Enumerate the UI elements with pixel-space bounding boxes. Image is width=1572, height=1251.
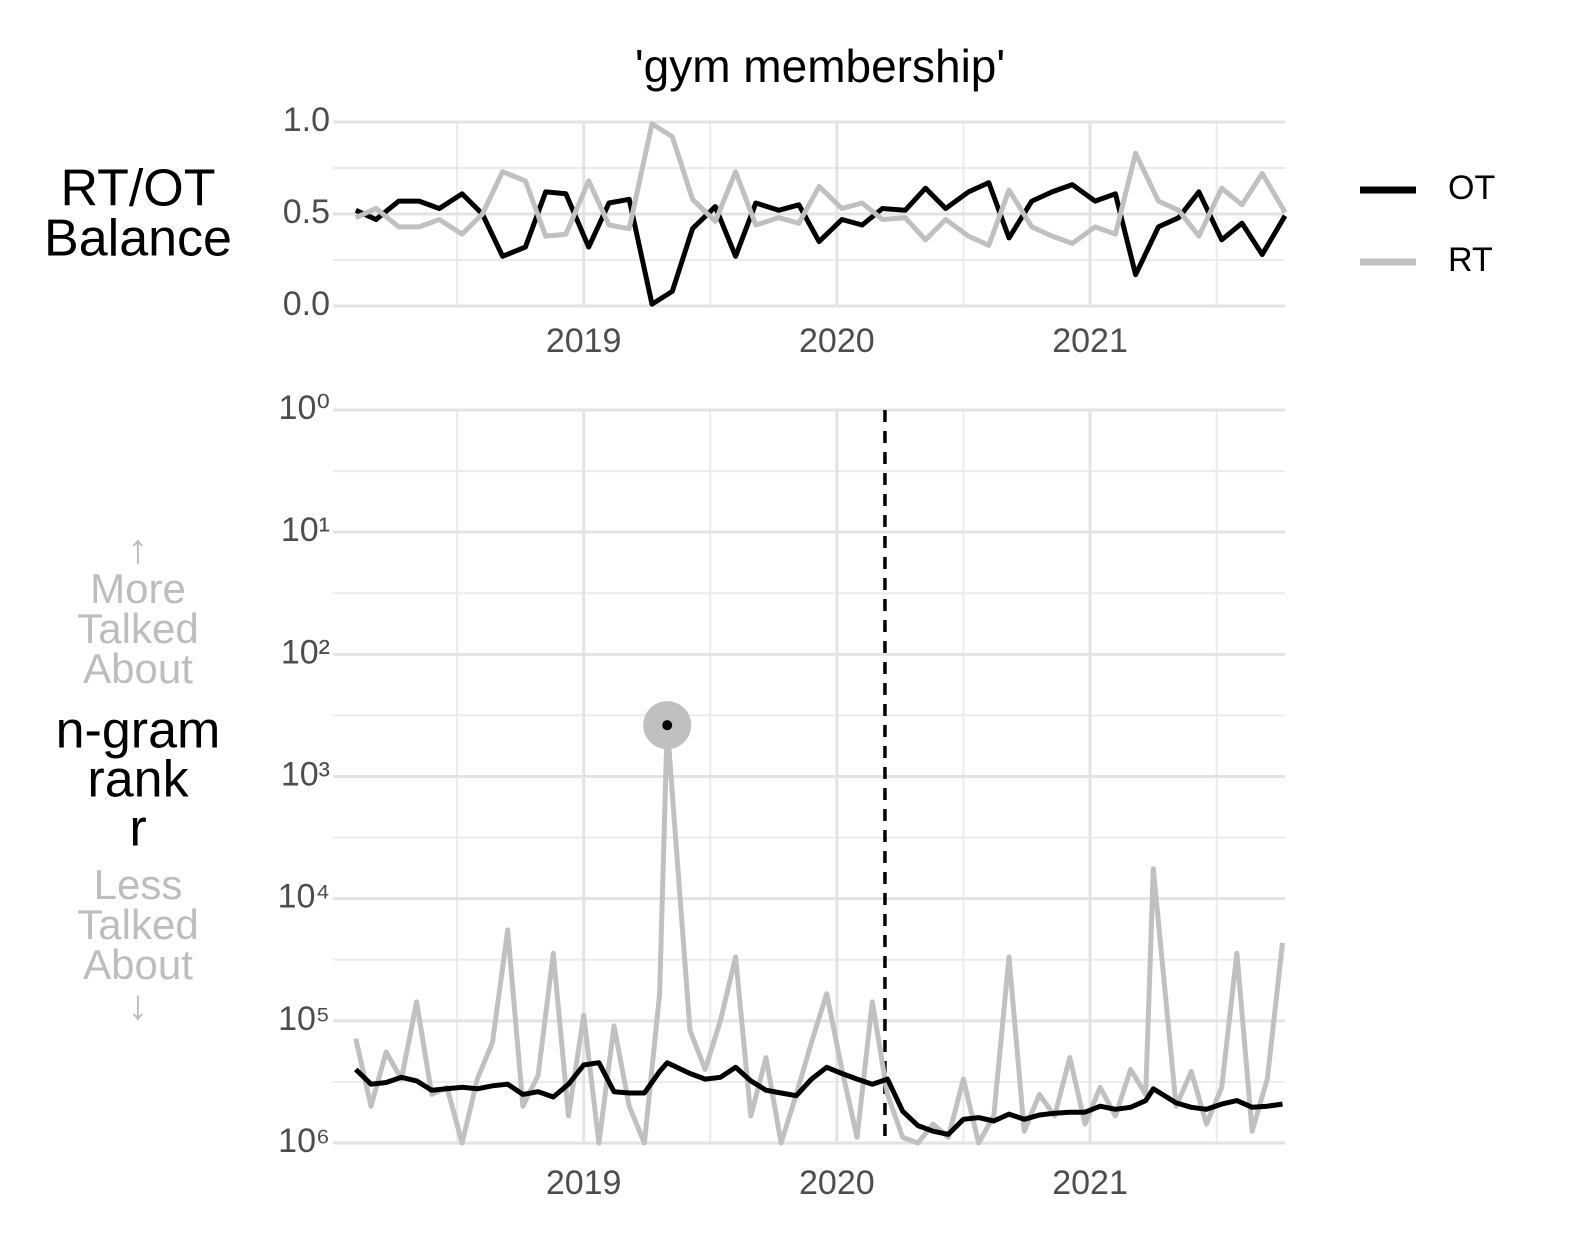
y-tick-label: 0.5 [283,193,330,231]
legend-label: OT [1448,169,1495,207]
y-axis-title: RT/OT [60,160,215,218]
y-axis-title: Balance [44,210,232,268]
x-tick-label: 2019 [546,322,622,360]
series-line [354,180,1288,307]
y-axis-title: rank [87,751,189,809]
y-axis-hint: About [83,645,193,692]
series-line [353,722,1285,1146]
highlight-dot [662,720,673,731]
y-tick-label: 10³ [281,755,330,793]
y-axis-hint: More [90,565,186,612]
y-tick-label: 10¹ [281,511,330,549]
x-tick-label: 2020 [799,1164,875,1202]
y-axis-hint: ↓ [128,981,149,1028]
y-axis-hint: About [83,941,193,988]
y-tick-label: 10⁴ [278,878,330,916]
x-tick-label: 2019 [546,1164,622,1202]
y-tick-label: 10⁰ [279,389,330,427]
y-tick-label: 10² [281,633,330,671]
x-tick-label: 2021 [1052,322,1128,360]
y-tick-label: 1.0 [283,101,330,139]
y-tick-label: 0.0 [283,285,330,323]
y-axis-hint: ↑ [128,525,149,572]
y-axis-title: r [129,800,146,858]
y-tick-label: 10⁵ [278,1000,330,1038]
y-tick-label: 10⁶ [278,1122,330,1160]
y-axis-hint: Less [94,861,183,908]
series-line [354,1060,1283,1137]
y-axis-title: n-gram [56,702,221,760]
y-axis-hint: Talked [77,901,198,948]
x-tick-label: 2020 [799,322,875,360]
chart-title: 'gym membership' [635,40,1005,92]
legend-label: RT [1448,241,1493,279]
y-axis-hint: Talked [77,605,198,652]
series-line [354,121,1288,248]
x-tick-label: 2021 [1052,1164,1128,1202]
